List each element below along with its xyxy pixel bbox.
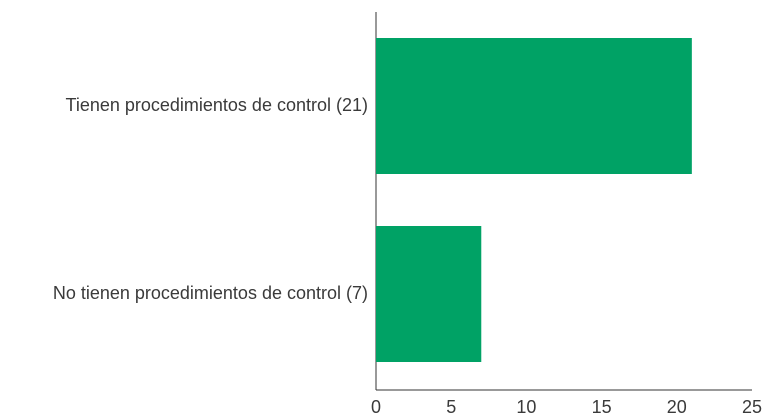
x-tick-label-0: 0 bbox=[371, 397, 381, 415]
bars-group bbox=[376, 38, 692, 362]
x-tick-label-5: 25 bbox=[742, 397, 762, 415]
x-tick-label-3: 15 bbox=[592, 397, 612, 415]
x-tick-label-4: 20 bbox=[667, 397, 687, 415]
bar-1 bbox=[376, 226, 482, 362]
x-tick-labels: 0 5 10 15 20 25 bbox=[371, 397, 762, 415]
category-label-1: No tienen procedimientos de control (7) bbox=[53, 283, 368, 303]
category-label-0: Tienen procedimientos de control (21) bbox=[66, 95, 369, 115]
x-tick-label-1: 5 bbox=[446, 397, 456, 415]
bar-0 bbox=[376, 38, 692, 174]
x-tick-label-2: 10 bbox=[516, 397, 536, 415]
